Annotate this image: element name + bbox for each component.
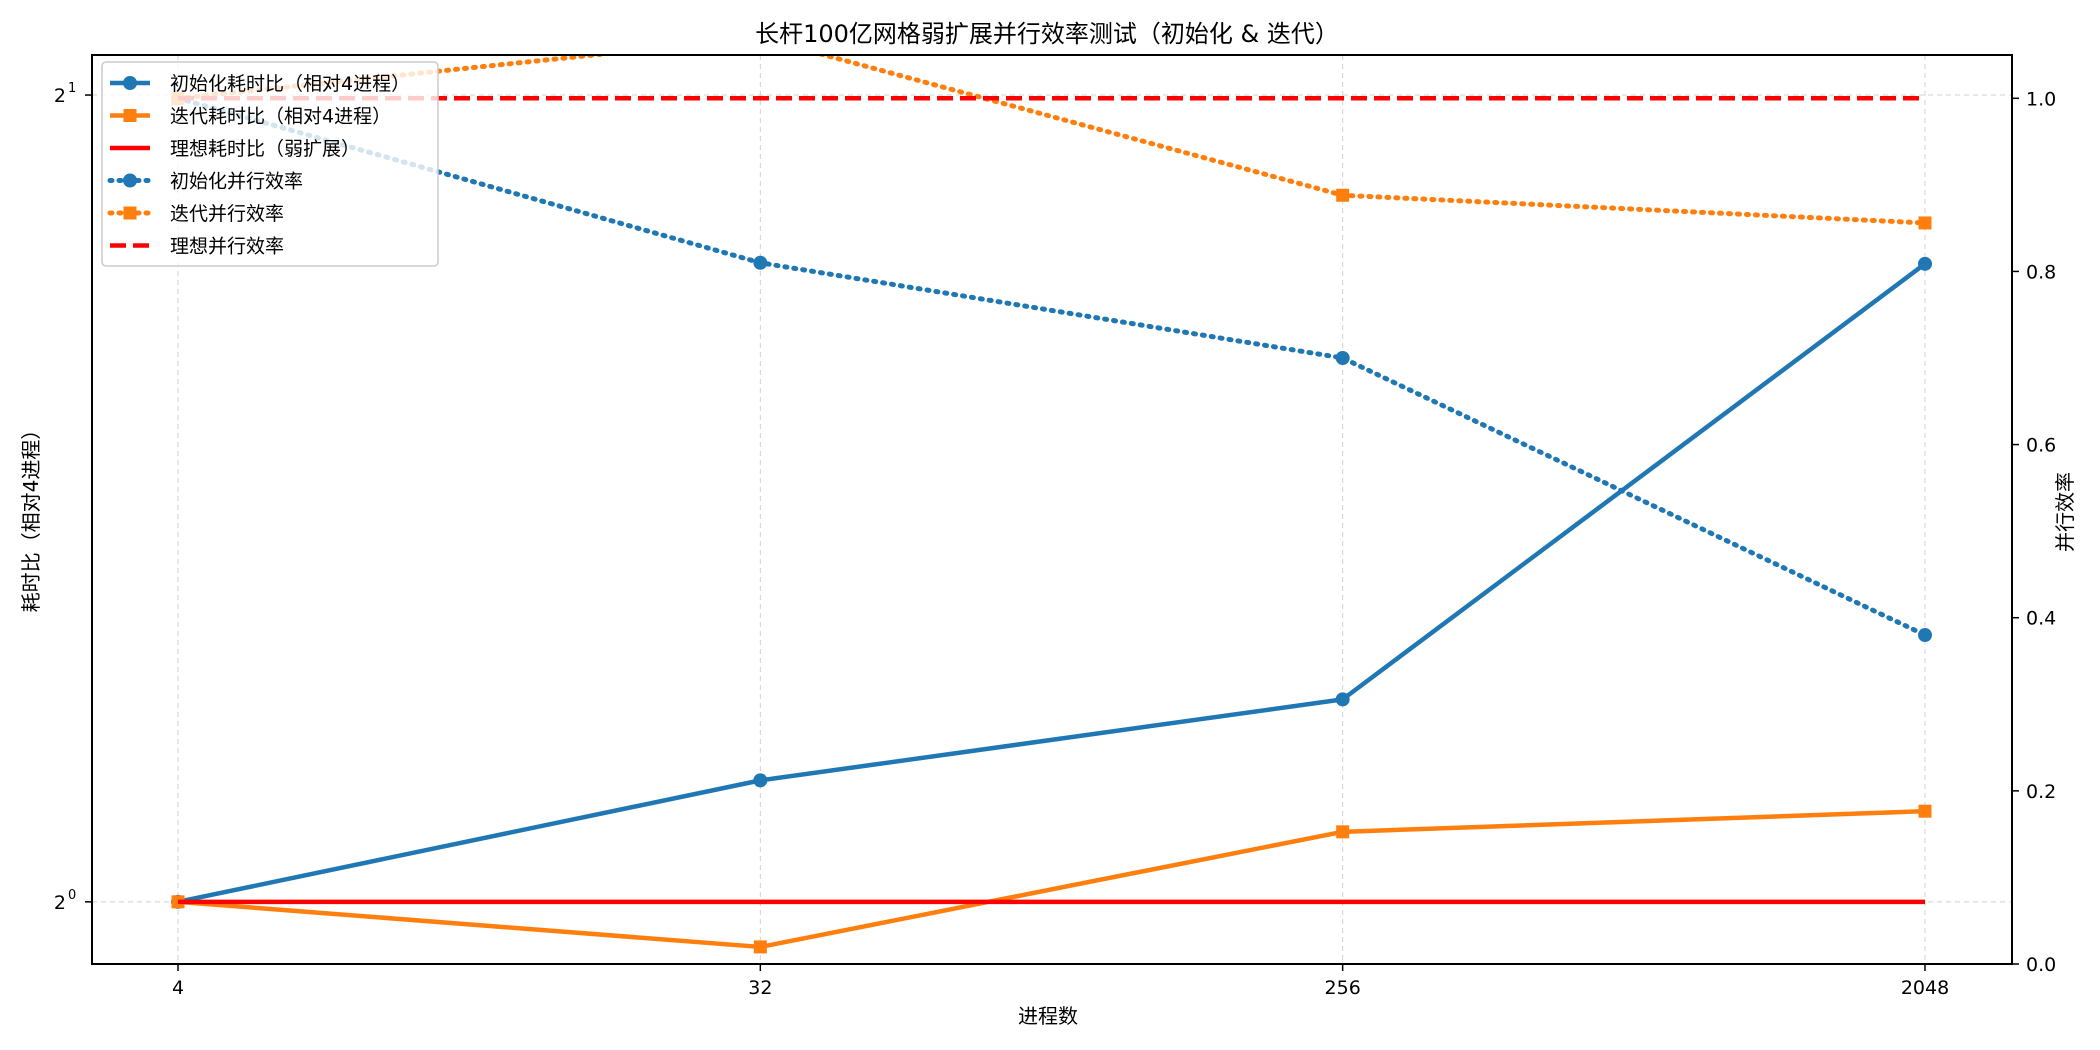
legend-swatch-marker (123, 173, 137, 188)
legend-item: 迭代耗时比（相对4进程） (110, 106, 391, 128)
y-right-tick-label: 0.4 (2026, 608, 2056, 630)
y-left-tick-exponent: 1 (68, 81, 76, 96)
y-axis-label-right: 并行效率 (2053, 472, 2077, 552)
data-point (1336, 825, 1350, 839)
y-axis-label-left: 耗时比（相对4进程） (19, 420, 43, 613)
data-point (753, 255, 768, 270)
legend-item: 理想并行效率 (110, 236, 284, 258)
series-2 (171, 804, 1932, 954)
data-point (1335, 692, 1350, 707)
legend-item: 初始化并行效率 (107, 171, 303, 193)
data-point (1918, 804, 1932, 818)
series-1 (171, 256, 1932, 909)
legend-label: 理想耗时比（弱扩展） (170, 138, 360, 160)
legend-swatch-marker (123, 76, 137, 90)
data-point (753, 940, 767, 954)
data-point (753, 773, 768, 788)
series-line (177, 262, 1927, 905)
legend-item: 初始化耗时比（相对4进程） (110, 73, 410, 95)
y-right-tick-label: 0.0 (2026, 954, 2056, 976)
series-line (175, 55, 1928, 226)
x-tick-label: 2048 (1901, 977, 1949, 999)
legend-label: 初始化耗时比（相对4进程） (170, 73, 410, 95)
y-right-tick-label: 0.2 (2026, 781, 2056, 803)
legend-swatch-marker (123, 206, 137, 220)
legend-label: 迭代并行效率 (170, 203, 284, 225)
data-point (1335, 351, 1350, 365)
y-right-tick-label: 0.6 (2026, 435, 2056, 457)
data-point (1918, 256, 1932, 271)
legend-item: 迭代并行效率 (107, 203, 284, 225)
data-point (1918, 628, 1932, 643)
series-line (175, 95, 1928, 638)
x-tick-label: 256 (1325, 977, 1361, 999)
legend-swatch-marker (123, 109, 137, 122)
data-point (1918, 216, 1932, 230)
legend-label: 理想并行效率 (170, 236, 284, 258)
plot-series (171, 55, 1932, 954)
legend-item: 理想耗时比（弱扩展） (110, 138, 360, 160)
y-left-tick-label: 2 (54, 892, 66, 914)
legend: 初始化耗时比（相对4进程） 迭代耗时比（相对4进程） 理想耗时比（弱扩展） 初始化并行… (101, 61, 439, 267)
data-point (1336, 188, 1350, 202)
x-tick-label: 4 (172, 977, 184, 999)
legend-label: 迭代耗时比（相对4进程） (170, 106, 391, 128)
y-left-tick-label: 2 (54, 85, 66, 107)
y-right-tick-label: 1.0 (2026, 88, 2056, 110)
legend-box (101, 61, 439, 267)
y-left-tick-exponent: 0 (68, 888, 76, 903)
y-right-tick-label: 0.8 (2026, 261, 2056, 283)
plot-frame (91, 54, 2013, 965)
legend-label: 初始化并行效率 (170, 171, 303, 193)
series-line (177, 808, 1926, 950)
x-tick-label: 32 (748, 977, 772, 999)
chart-title: 长杆100亿网格弱扩展并行效率测试（初始化 & 迭代） (755, 20, 1339, 48)
x-axis-label: 进程数 (1018, 1004, 1078, 1028)
